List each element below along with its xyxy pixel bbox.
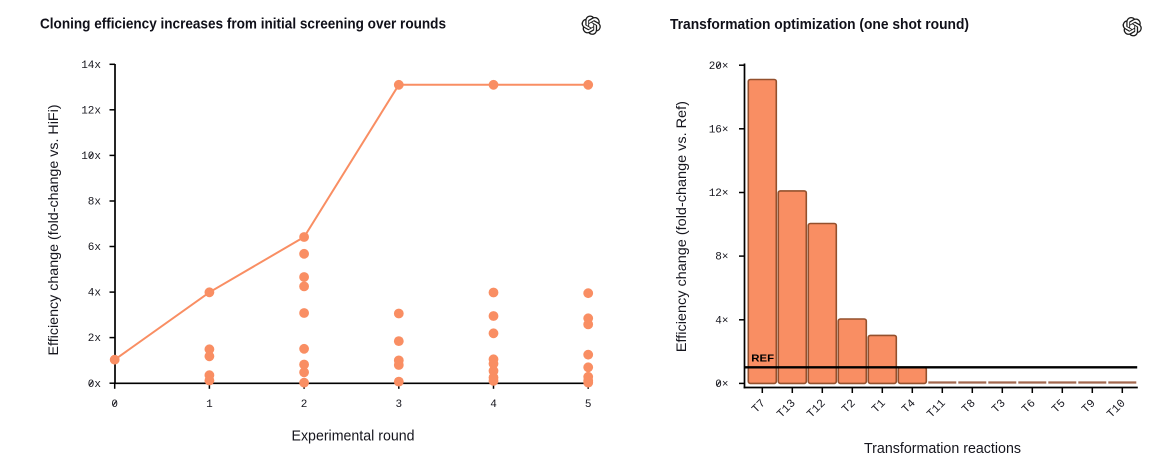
svg-text:10x: 10x <box>81 151 101 163</box>
svg-text:Transformation reactions: Transformation reactions <box>864 440 1021 457</box>
svg-text:1: 1 <box>206 399 213 411</box>
svg-text:14x: 14x <box>81 60 101 72</box>
svg-text:2: 2 <box>301 399 308 411</box>
svg-text:16×: 16× <box>709 124 729 136</box>
svg-text:0x: 0x <box>88 379 102 391</box>
svg-text:Efficiency change (fold-change: Efficiency change (fold-change vs. HiFi) <box>45 105 61 356</box>
svg-text:6x: 6x <box>88 242 102 254</box>
svg-text:20×: 20× <box>709 61 729 73</box>
svg-text:2x: 2x <box>88 333 102 345</box>
svg-text:12×: 12× <box>709 188 729 200</box>
svg-text:Cloning efficiency increases f: Cloning efficiency increases from initia… <box>40 16 446 33</box>
svg-text:8×: 8× <box>715 252 728 264</box>
svg-text:0×: 0× <box>715 379 728 391</box>
svg-text:Efficiency change (fold-change: Efficiency change (fold-change vs. Ref) <box>673 101 689 352</box>
svg-text:12x: 12x <box>81 105 101 117</box>
svg-text:4: 4 <box>490 399 497 411</box>
svg-text:0: 0 <box>111 399 118 411</box>
svg-text:Experimental round: Experimental round <box>292 428 415 445</box>
svg-text:Transformation optimization (o: Transformation optimization (one shot ro… <box>670 16 969 33</box>
svg-text:4x: 4x <box>88 288 102 300</box>
svg-text:8x: 8x <box>88 197 102 209</box>
svg-text:5: 5 <box>585 399 592 411</box>
svg-text:4×: 4× <box>715 315 728 327</box>
svg-text:REF: REF <box>751 353 774 365</box>
svg-text:3: 3 <box>395 399 402 411</box>
